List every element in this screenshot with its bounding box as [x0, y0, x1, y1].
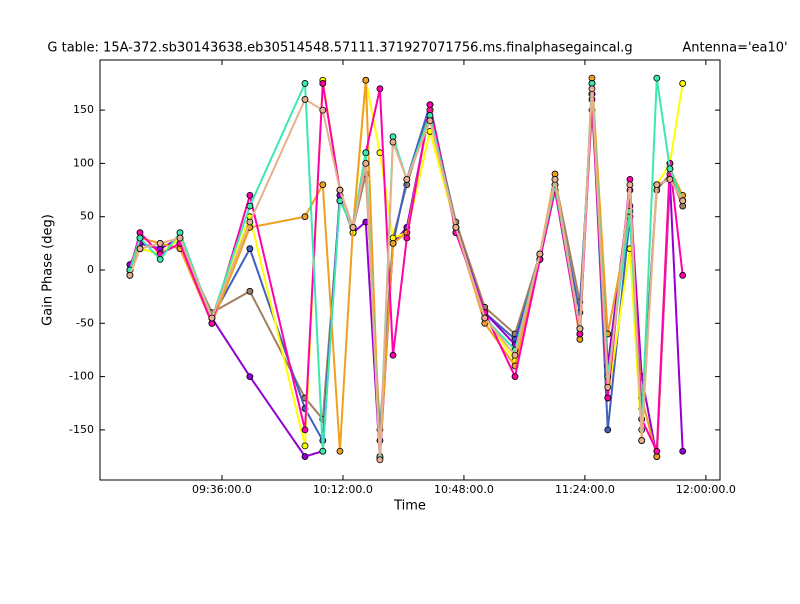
point: [362, 76, 370, 84]
point: [246, 218, 254, 226]
point: [301, 213, 309, 221]
point: [246, 191, 254, 199]
x-tick-label: 10:48:00.0: [434, 483, 494, 496]
y-tick-label: 0: [87, 263, 94, 276]
chart-title: G table: 15A-372.sb30143638.eb30514548.5…: [47, 41, 632, 56]
point: [319, 106, 327, 114]
point: [246, 373, 254, 380]
point: [403, 175, 411, 183]
point: [666, 175, 674, 183]
point: [156, 239, 164, 247]
x-tick-label: 12:00:00.0: [676, 483, 736, 496]
x-tick-label: 10:12:00.0: [313, 483, 373, 496]
point: [511, 373, 519, 380]
point: [426, 101, 434, 109]
point: [136, 245, 144, 253]
point: [481, 314, 489, 322]
point: [301, 80, 309, 87]
point: [653, 447, 661, 455]
point: [653, 181, 661, 189]
series-line: [128, 88, 684, 460]
point: [301, 426, 309, 434]
x-tick-label: 11:24:00.0: [555, 483, 615, 496]
point: [604, 394, 612, 402]
point: [679, 271, 687, 279]
point: [403, 234, 411, 242]
y-tick-label: -100: [69, 370, 94, 383]
point: [126, 271, 134, 279]
point: [319, 181, 327, 189]
point: [301, 96, 309, 103]
point: [389, 138, 397, 146]
point: [362, 149, 370, 157]
point: [588, 85, 596, 93]
point: [176, 234, 184, 242]
point: [336, 186, 344, 194]
y-tick-label: -50: [76, 316, 94, 329]
point: [666, 165, 674, 173]
y-tick-label: 50: [80, 210, 94, 223]
point: [246, 202, 254, 210]
point: [653, 74, 661, 82]
y-tick-label: -150: [69, 423, 94, 436]
y-tick-label: 100: [73, 156, 94, 169]
point: [604, 383, 612, 391]
x-axis-label: Time: [393, 499, 426, 514]
x-tick-label: 09:36:00.0: [192, 483, 252, 496]
point: [576, 325, 584, 333]
point: [246, 245, 254, 253]
point: [362, 160, 370, 167]
point: [319, 447, 327, 455]
point: [208, 314, 216, 322]
point: [638, 437, 646, 444]
point: [426, 117, 434, 125]
y-axis-label: Gain Phase (deg): [41, 214, 56, 326]
point: [452, 223, 460, 231]
point: [376, 85, 384, 93]
point: [679, 80, 687, 87]
point: [136, 234, 144, 242]
chart-subtitle: Antenna='ea10': [682, 41, 787, 56]
point: [511, 351, 519, 359]
point: [536, 250, 544, 258]
y-tick-label: 150: [73, 103, 94, 116]
point: [336, 447, 344, 455]
point: [551, 175, 559, 183]
point: [389, 351, 397, 359]
point: [319, 80, 327, 87]
point: [679, 447, 687, 455]
point: [301, 453, 309, 460]
point: [156, 255, 164, 263]
point: [301, 442, 309, 450]
point: [349, 223, 357, 231]
point: [626, 181, 634, 189]
point: [679, 197, 687, 205]
point: [389, 239, 397, 247]
point: [246, 287, 254, 295]
point: [604, 426, 612, 434]
point: [376, 456, 384, 464]
